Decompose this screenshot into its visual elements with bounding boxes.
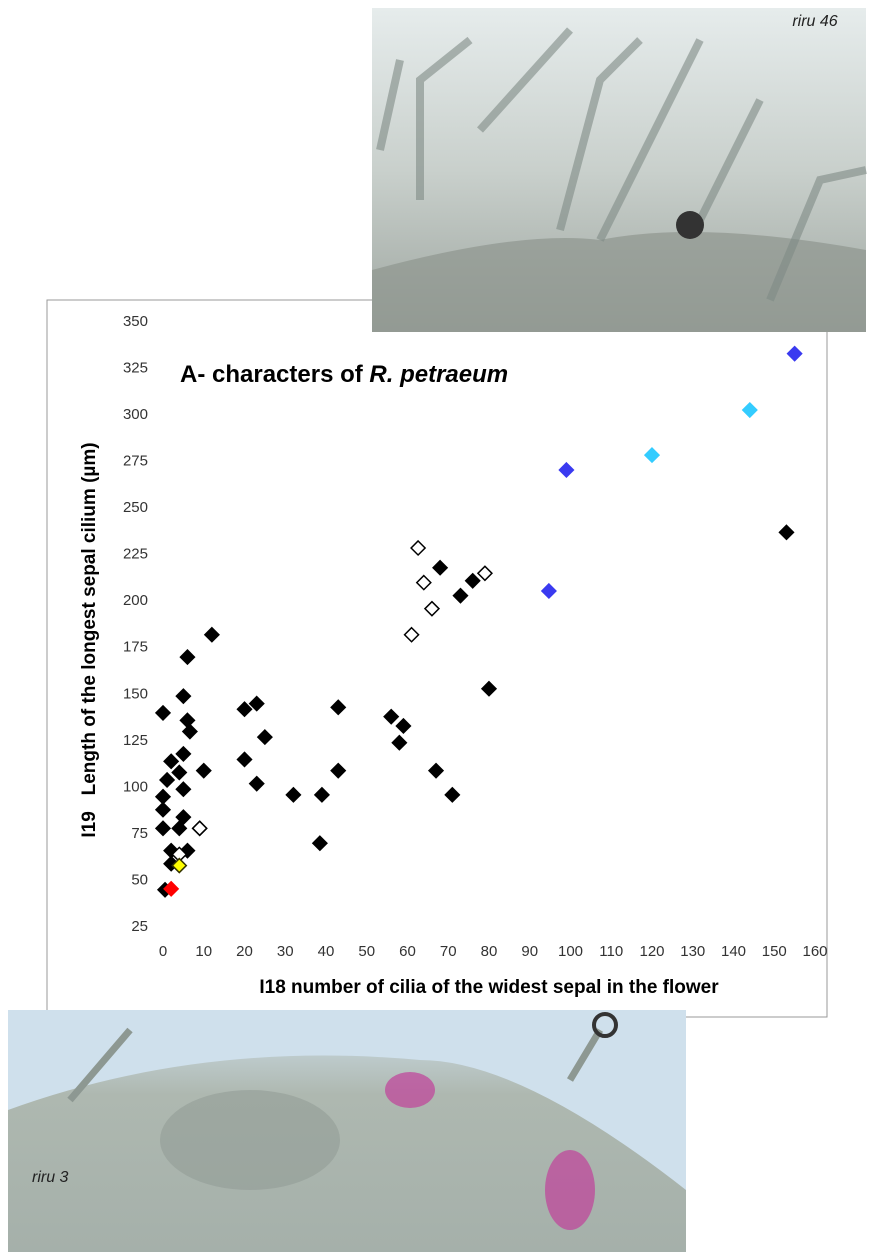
y-tick-label: 225 [123,546,148,563]
point [540,582,557,600]
point [236,701,253,718]
title-italic: R. petraeum [369,361,508,388]
point [171,820,188,837]
x-tick-label: 160 [802,943,827,960]
photo-label: riru 46 [792,13,837,30]
y-axis-label: I19 Length of the longest sepal cilium (… [79,442,100,837]
point [236,751,253,768]
point [464,572,481,589]
point [203,626,220,643]
point [163,753,180,770]
point [395,717,412,735]
x-tick-label: 110 [599,943,623,960]
point [480,680,498,697]
photo-bottom [8,1010,686,1252]
point [256,729,273,746]
photo-label: riru 3 [32,1169,69,1186]
x-tick-label: 130 [680,943,705,960]
point [248,775,265,792]
x-tick-label: 140 [721,943,746,960]
point [191,820,208,837]
point [154,801,172,818]
y-tick-label: 325 [123,360,148,377]
y-tick-label: 50 [131,871,148,888]
point [163,880,180,897]
point [778,524,795,541]
y-tick-label: 200 [123,592,148,609]
x-tick-label: 60 [399,943,416,960]
point [313,786,330,803]
point [383,708,400,725]
point [476,565,493,582]
point [330,699,347,716]
point [330,762,347,779]
point [391,734,408,751]
point [423,600,441,617]
point [427,762,445,779]
point [786,345,803,362]
y-tick-label: 350 [123,313,148,330]
point [410,539,427,557]
x-tick-label: 80 [481,943,498,960]
point [432,559,449,576]
x-tick-label: 10 [195,943,212,960]
x-tick-label: 70 [440,943,457,960]
x-tick-label: 40 [318,943,335,960]
photo-top [372,8,867,332]
point [643,447,661,464]
y-tick-label: 125 [123,732,148,749]
point [171,857,188,874]
y-tick-label: 100 [123,778,148,795]
y-tick-label: 25 [131,918,148,935]
x-tick-label: 120 [639,943,664,960]
y-tick-label: 75 [131,825,148,842]
point [154,820,172,837]
point [415,574,432,591]
point [558,461,575,479]
y-tick-label: 250 [123,499,148,516]
point [179,649,196,666]
point [159,771,176,788]
point [181,723,198,740]
x-tick-label: 20 [236,943,253,960]
y-tick-label: 150 [123,685,148,702]
x-axis-label: I18 number of cilia of the widest sepal … [259,977,719,998]
chart-title: A- characters of R. petraeum [180,361,508,388]
point [444,786,461,803]
title-text: A- characters of [180,361,364,388]
point [175,809,192,826]
point [171,764,188,781]
y-tick-label: 300 [123,406,148,423]
point [175,781,192,798]
y-tick-label: 175 [123,639,148,656]
x-tick-label: 100 [558,943,583,960]
point [403,626,420,643]
point [175,688,192,705]
x-tick-label: 50 [358,943,375,960]
chart-frame [46,299,828,1018]
point [741,401,758,419]
x-tick-label: 150 [762,943,787,960]
point [452,587,469,604]
point [285,786,302,803]
y-tick-label: 275 [123,453,148,470]
x-tick-label: 30 [277,943,294,960]
point [175,745,192,762]
point [311,835,328,852]
point [154,704,172,721]
x-tick-label: 90 [521,943,538,960]
x-tick-label: 0 [159,943,167,960]
point [195,762,212,779]
point [248,695,265,712]
